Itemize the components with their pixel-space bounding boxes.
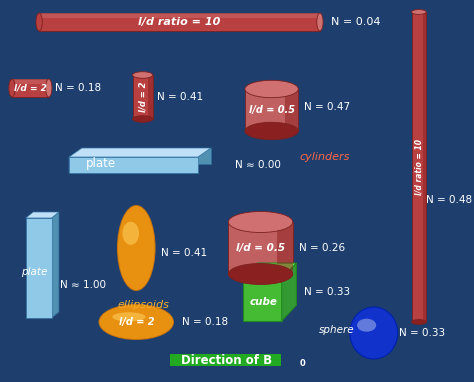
Ellipse shape [357, 319, 376, 332]
Bar [12, 79, 49, 84]
Ellipse shape [100, 305, 173, 339]
Circle shape [350, 307, 398, 359]
Text: N ≈ 1.00: N ≈ 1.00 [60, 280, 106, 290]
Bar [423, 12, 426, 322]
Ellipse shape [46, 79, 52, 97]
Ellipse shape [117, 205, 155, 291]
Text: N = 0.26: N = 0.26 [299, 243, 346, 253]
Ellipse shape [245, 80, 298, 98]
Text: N = 0.47: N = 0.47 [304, 102, 350, 112]
Text: cube: cube [250, 296, 278, 307]
Ellipse shape [99, 304, 174, 340]
Bar [148, 75, 153, 119]
Text: l/d ratio = 10: l/d ratio = 10 [414, 139, 423, 195]
Ellipse shape [228, 212, 293, 233]
Ellipse shape [133, 72, 153, 78]
Text: N = 0.48: N = 0.48 [426, 195, 473, 205]
Bar [411, 12, 426, 322]
Text: sphere: sphere [319, 325, 355, 335]
Polygon shape [26, 212, 59, 218]
Text: N ≈ 0.00: N ≈ 0.00 [235, 160, 281, 170]
Ellipse shape [118, 206, 155, 290]
Text: cylinders: cylinders [299, 152, 350, 162]
Polygon shape [243, 263, 296, 279]
Ellipse shape [411, 10, 426, 15]
Text: Direction of B: Direction of B [181, 353, 272, 366]
Bar [133, 75, 153, 119]
Text: N = 0.41: N = 0.41 [156, 92, 203, 102]
Ellipse shape [122, 222, 139, 245]
Polygon shape [52, 212, 59, 318]
Text: l/d = 0.5: l/d = 0.5 [248, 105, 295, 115]
Ellipse shape [133, 116, 153, 122]
Text: N = 0.18: N = 0.18 [182, 317, 228, 327]
Text: N = 0.33: N = 0.33 [399, 328, 445, 338]
Text: 0: 0 [299, 358, 305, 367]
Text: l/d ratio = 10: l/d ratio = 10 [138, 17, 221, 27]
Bar [39, 13, 320, 18]
Text: plate: plate [21, 267, 47, 277]
Polygon shape [69, 148, 82, 173]
Ellipse shape [9, 79, 15, 97]
Polygon shape [243, 279, 282, 321]
Ellipse shape [411, 320, 426, 324]
Text: l/d = 0.5: l/d = 0.5 [236, 243, 285, 253]
Text: l/d = 2: l/d = 2 [14, 84, 47, 92]
Text: N = 0.33: N = 0.33 [304, 287, 350, 297]
Text: N = 0.04: N = 0.04 [331, 17, 381, 27]
Ellipse shape [317, 13, 323, 31]
Text: plate: plate [86, 157, 116, 170]
Ellipse shape [245, 122, 298, 140]
Polygon shape [82, 148, 211, 164]
Bar [12, 79, 49, 97]
Polygon shape [26, 218, 52, 318]
Bar [170, 354, 281, 366]
Bar [228, 222, 293, 274]
Ellipse shape [36, 13, 42, 31]
Bar [285, 89, 298, 131]
Text: l/d = 2: l/d = 2 [138, 82, 147, 112]
Polygon shape [69, 157, 198, 173]
Bar [245, 89, 298, 131]
Text: N = 0.41: N = 0.41 [161, 248, 207, 258]
Text: l/d = 2: l/d = 2 [118, 317, 154, 327]
Ellipse shape [228, 264, 293, 285]
Text: N = 0.18: N = 0.18 [55, 83, 101, 93]
Polygon shape [69, 148, 211, 157]
Ellipse shape [112, 312, 146, 322]
Text: ellipsoids: ellipsoids [118, 300, 170, 310]
Polygon shape [282, 263, 296, 321]
Bar [39, 13, 320, 31]
Bar [277, 222, 293, 274]
